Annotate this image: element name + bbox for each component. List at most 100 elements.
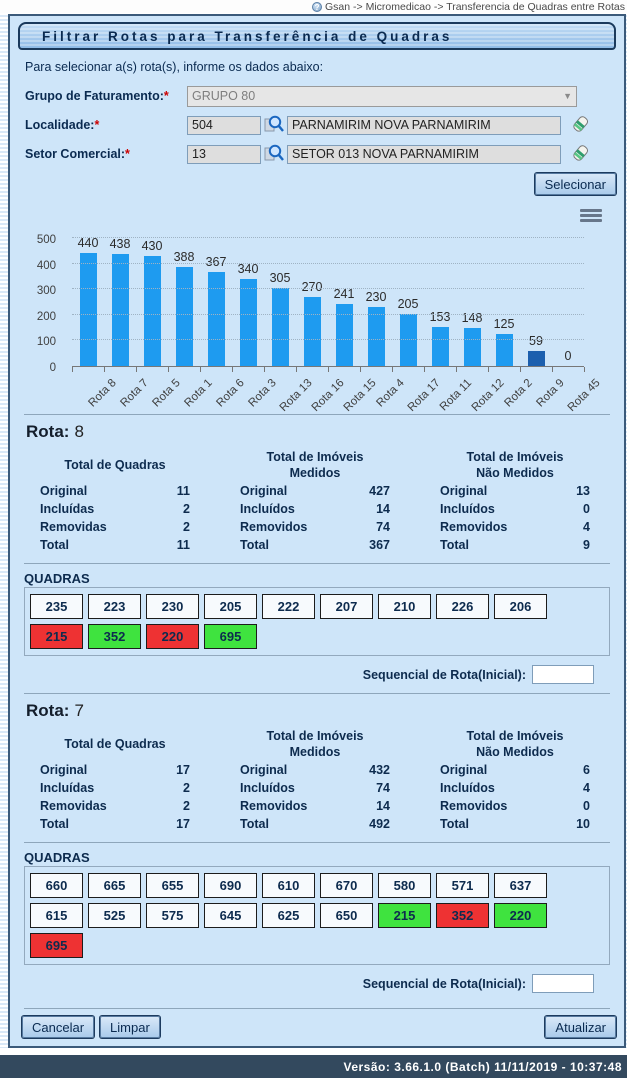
chart-bars: 440 438 430 388 367 340 305 270 241 230 205 153 148 1… — [72, 236, 584, 366]
quadra-cell[interactable]: 695 — [204, 624, 257, 649]
stat-row-value: 14 — [376, 502, 390, 516]
grupo-faturamento-select[interactable]: GRUPO 80 ▼ — [187, 85, 577, 107]
chart-bar[interactable] — [367, 307, 385, 366]
chart-bar[interactable] — [207, 272, 225, 366]
quadra-cell[interactable]: 665 — [88, 873, 141, 898]
chart-bar[interactable] — [271, 287, 289, 366]
stat-row-value: 17 — [176, 763, 190, 777]
localidade-search-button[interactable] — [261, 114, 287, 136]
stat-row: Original 6 — [440, 761, 590, 779]
rota-heading: Rota: 7 — [26, 701, 624, 721]
stat-row-label: Total — [240, 538, 269, 552]
stat-row: Total 10 — [440, 815, 590, 833]
setor-comercial-row: Setor Comercial:* — [25, 143, 624, 165]
quadra-cell[interactable]: 650 — [320, 903, 373, 928]
quadra-cell[interactable]: 235 — [30, 594, 83, 619]
quadra-cell[interactable]: 610 — [262, 873, 315, 898]
quadra-cell[interactable]: 205 — [204, 594, 257, 619]
chart-bar[interactable] — [335, 304, 353, 366]
atualizar-button[interactable]: Atualizar — [545, 1016, 616, 1038]
stat-row-label: Removidas — [40, 520, 107, 534]
quadra-cell[interactable]: 223 — [88, 594, 141, 619]
rota-stats: Total de Quadras Original 11 Incluídas 2 Remo… — [40, 448, 590, 554]
limpar-button[interactable]: Limpar — [100, 1016, 160, 1038]
quadra-cell[interactable]: 220 — [146, 624, 199, 649]
chart-bar[interactable] — [495, 334, 513, 366]
sequencial-row: Sequencial de Rota(Inicial): — [10, 974, 594, 993]
rota-heading-number: 8 — [74, 422, 84, 441]
quadra-cell[interactable]: 580 — [378, 873, 431, 898]
quadra-cell[interactable]: 226 — [436, 594, 489, 619]
chart-x-label: Rota 1 — [181, 377, 215, 410]
quadra-cell[interactable]: 206 — [494, 594, 547, 619]
chart-bar-value: 305 — [269, 270, 291, 285]
setor-clear-button[interactable] — [568, 143, 592, 165]
magnifier-icon — [264, 115, 284, 132]
quadra-cell[interactable]: 207 — [320, 594, 373, 619]
setor-search-button[interactable] — [261, 143, 287, 165]
quadra-cell[interactable]: 571 — [436, 873, 489, 898]
stat-row: Total 492 — [240, 815, 390, 833]
chart-gridline — [72, 313, 584, 315]
quadra-cell[interactable]: 615 — [30, 903, 83, 928]
sequencial-input[interactable] — [532, 665, 594, 684]
quadra-cell[interactable]: 220 — [494, 903, 547, 928]
chart-bar[interactable] — [239, 278, 257, 366]
localidade-code-input[interactable] — [187, 115, 261, 135]
form-instruction: Para selecionar a(s) rota(s), informe os… — [25, 60, 324, 74]
chart-bar[interactable] — [175, 266, 193, 366]
stat-row-value: 4 — [583, 781, 590, 795]
stat-row: Incluídos 14 — [240, 500, 390, 518]
quadra-cell[interactable]: 525 — [88, 903, 141, 928]
stat-row: Original 11 — [40, 482, 190, 500]
quadras-grid: 660 665 655 690 610 670 580 571 637 615 525 575 645 6… — [24, 866, 610, 965]
chart-bar[interactable] — [463, 328, 481, 366]
sequencial-row: Sequencial de Rota(Inicial): — [10, 665, 594, 684]
chart-ytick-label: 0 — [49, 362, 56, 374]
sequencial-input[interactable] — [532, 974, 594, 993]
stat-row-value: 0 — [583, 502, 590, 516]
chart-menu-icon[interactable] — [580, 209, 602, 225]
stat-group: Total de Imóveis Não Medidos Original 6 Incl… — [440, 727, 590, 833]
stat-group-header: Total de Imóveis Não Medidos — [440, 727, 590, 761]
chart-tick — [264, 367, 265, 372]
localidade-clear-button[interactable] — [568, 114, 592, 136]
chart-bar[interactable] — [79, 253, 97, 366]
stat-row-label: Total — [440, 538, 469, 552]
stat-row-label: Incluídos — [240, 781, 295, 795]
chart-x-label: Rota 2 — [501, 377, 535, 410]
quadra-cell[interactable]: 690 — [204, 873, 257, 898]
quadra-cell[interactable]: 625 — [262, 903, 315, 928]
localidade-name-field — [287, 115, 561, 135]
stat-header-line: Medidos — [289, 466, 341, 480]
quadra-cell[interactable]: 352 — [436, 903, 489, 928]
quadra-cell[interactable]: 230 — [146, 594, 199, 619]
quadra-cell[interactable]: 210 — [378, 594, 431, 619]
quadra-cell[interactable]: 695 — [30, 933, 83, 958]
chart-bar-value: 230 — [365, 290, 387, 305]
quadra-cell[interactable]: 222 — [262, 594, 315, 619]
quadra-cell[interactable]: 352 — [88, 624, 141, 649]
quadra-cell[interactable]: 637 — [494, 873, 547, 898]
chart-bar[interactable] — [527, 350, 545, 366]
quadra-cell[interactable]: 215 — [378, 903, 431, 928]
chart-bar[interactable] — [143, 255, 161, 366]
chart-column: 305 — [264, 239, 296, 366]
chart-bar-value: 388 — [173, 249, 195, 264]
chart-bar[interactable] — [303, 296, 321, 366]
quadra-cell[interactable]: 575 — [146, 903, 199, 928]
chart-column: 153 — [424, 239, 456, 366]
selecionar-button[interactable]: Selecionar — [534, 173, 616, 195]
help-icon[interactable]: ? — [312, 1, 323, 12]
chart-bar[interactable] — [111, 253, 129, 366]
quadra-cell[interactable]: 215 — [30, 624, 83, 649]
quadra-cell[interactable]: 645 — [204, 903, 257, 928]
chart-x-label: Rota 5 — [149, 377, 183, 410]
quadra-cell[interactable]: 670 — [320, 873, 373, 898]
chart-tick — [72, 367, 73, 372]
chart-bar[interactable] — [431, 326, 449, 366]
quadra-cell[interactable]: 660 — [30, 873, 83, 898]
setor-code-input[interactable] — [187, 144, 261, 164]
quadra-cell[interactable]: 655 — [146, 873, 199, 898]
cancelar-button[interactable]: Cancelar — [22, 1016, 95, 1038]
